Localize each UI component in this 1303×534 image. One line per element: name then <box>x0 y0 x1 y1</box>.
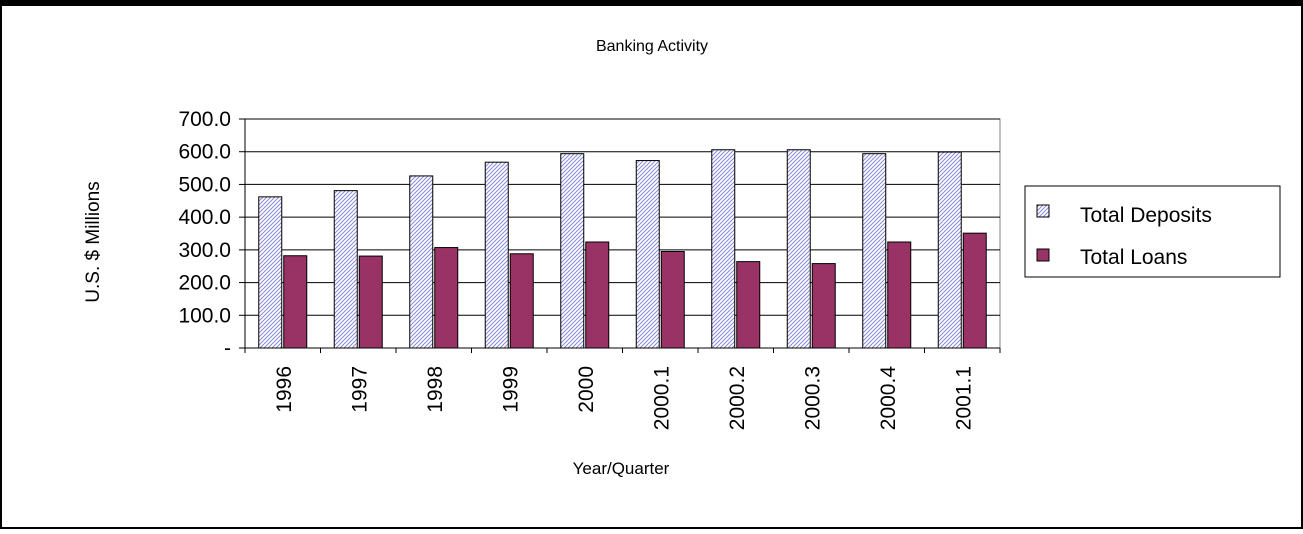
y-tick-label: 300.0 <box>178 239 231 262</box>
y-tick-label: 100.0 <box>178 304 231 327</box>
x-tick-labels: 1996 1997 1998 1999 2000 2000.1 2000.2 2000.3 20… <box>273 366 976 431</box>
x-tick-label: 2000.2 <box>726 366 749 430</box>
x-tick-label: 2000 <box>575 366 598 413</box>
bar-total-loans <box>585 241 610 349</box>
x-tick-label: 1998 <box>424 366 447 413</box>
chart-title: Banking Activity <box>596 38 708 55</box>
x-tick-label: 1996 <box>273 366 296 413</box>
y-tick-label: 700.0 <box>178 108 231 131</box>
y-tick-labels: - 100.0 200.0 300.0 400.0 500.0 600.0 700.0 <box>178 108 231 360</box>
bar-total-deposits <box>786 149 811 349</box>
legend-label-total-deposits: Total Deposits <box>1080 204 1212 227</box>
bar-total-deposits <box>862 153 887 349</box>
x-tick-label: 2001.1 <box>952 366 975 430</box>
bar-total-deposits <box>635 160 660 349</box>
bar-total-loans <box>811 263 836 349</box>
bar-total-loans <box>962 232 987 349</box>
x-tick-label: 1999 <box>499 366 522 413</box>
bar-total-deposits <box>409 175 434 349</box>
y-tick-label: 400.0 <box>178 206 231 229</box>
bars <box>258 149 987 349</box>
bar-total-loans <box>660 250 685 349</box>
y-tick-label: 200.0 <box>178 272 231 295</box>
bar-total-loans <box>358 255 383 349</box>
bar-total-loans <box>434 247 459 349</box>
x-axis-title: Year/Quarter <box>573 459 670 478</box>
legend-box <box>1024 185 1281 278</box>
y-axis-title: U.S. $ Millions <box>83 181 104 302</box>
y-tick-label: 500.0 <box>178 173 231 196</box>
x-tick-label: 2000.4 <box>877 366 900 431</box>
bar-total-loans <box>736 261 761 349</box>
top-border-bar <box>0 0 1303 6</box>
bar-total-deposits <box>258 196 283 349</box>
legend-swatch-total-deposits <box>1036 204 1050 218</box>
bar-total-deposits <box>333 190 358 349</box>
bar-total-loans <box>887 241 912 349</box>
bar-total-deposits <box>484 161 509 349</box>
y-tick-label: - <box>224 337 231 360</box>
bar-total-loans <box>509 253 534 349</box>
y-tick-label: 600.0 <box>178 141 231 164</box>
x-tick-label: 1997 <box>348 366 371 413</box>
bar-total-deposits <box>560 153 585 349</box>
legend-swatch-total-loans <box>1036 248 1050 262</box>
bar-total-deposits <box>711 149 736 349</box>
legend: Total Deposits Total Loans <box>1024 185 1281 278</box>
legend-label-total-loans: Total Loans <box>1080 246 1187 269</box>
x-tick-label: 2000.3 <box>801 366 824 430</box>
bar-total-deposits <box>937 151 962 349</box>
x-tick-label: 2000.1 <box>650 366 673 430</box>
axes <box>239 118 1001 353</box>
bar-total-loans <box>283 255 308 349</box>
